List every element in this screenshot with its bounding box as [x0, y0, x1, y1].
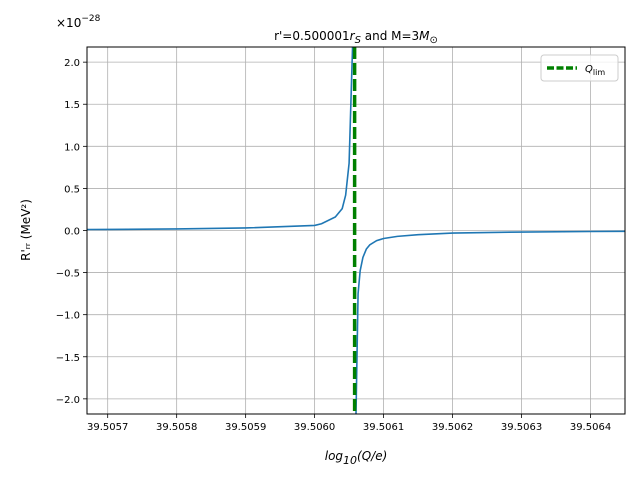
x-tick-label: 39.5058 — [156, 422, 197, 433]
x-tick-label: 39.5057 — [87, 422, 128, 433]
y-tick-label: 1.0 — [64, 142, 80, 153]
y-tick-label: −0.5 — [56, 269, 80, 280]
title-middle: and M=3 — [361, 29, 419, 43]
x-tick-label: 39.5064 — [570, 422, 611, 433]
title-r-symbol: r — [350, 29, 356, 43]
x-tick-label: 39.5063 — [501, 422, 542, 433]
title-m-symbol: M — [419, 29, 430, 43]
y-tick-label: −1.5 — [56, 353, 80, 364]
y-offset-exp: −28 — [81, 14, 100, 24]
y-tick-label: 0.0 — [64, 227, 80, 238]
legend-box — [540, 54, 619, 82]
y-offset-base: ×10 — [56, 16, 81, 30]
y-axis-offset-label: ×10−28 — [56, 14, 101, 30]
title-prefix: r'=0.500001 — [274, 29, 350, 43]
legend-name: Q — [585, 64, 593, 75]
y-tick-label: 2.0 — [64, 58, 80, 69]
x-axis-label: log10(Q/e) — [325, 449, 388, 467]
y-tick-label: −2.0 — [56, 395, 80, 406]
y-tick-label: −1.0 — [56, 311, 80, 322]
y-tick-label: 0.5 — [64, 184, 80, 195]
series-line — [87, 47, 354, 231]
series-line — [355, 230, 625, 414]
x-tick-label: 39.5059 — [225, 422, 266, 433]
legend-label-qlim: Qlim — [585, 64, 605, 77]
x-tick-label: 39.5061 — [363, 422, 404, 433]
xlabel-sub: 10 — [343, 454, 357, 467]
legend: Qlim — [540, 54, 619, 82]
y-tick-label: 1.5 — [64, 100, 80, 111]
ticks: 39.5057 39.5058 39.5059 39.5060 39.5061 39.50… — [56, 58, 611, 433]
title-r-sub: S — [355, 35, 362, 46]
legend-name-sub: lim — [593, 68, 605, 77]
title-m-sub: ⊙ — [430, 35, 438, 46]
xlabel-suffix: (Q/e) — [357, 449, 387, 463]
x-tick-label: 39.5060 — [294, 422, 335, 433]
x-tick-label: 39.5062 — [432, 422, 473, 433]
plot-lines — [87, 47, 625, 414]
xlabel-prefix: log — [325, 449, 344, 463]
chart-title: r'=0.500001rS and M=3M⊙ — [274, 29, 438, 46]
y-axis-label: R'ᵣᵣ (MeV²) — [19, 199, 33, 261]
